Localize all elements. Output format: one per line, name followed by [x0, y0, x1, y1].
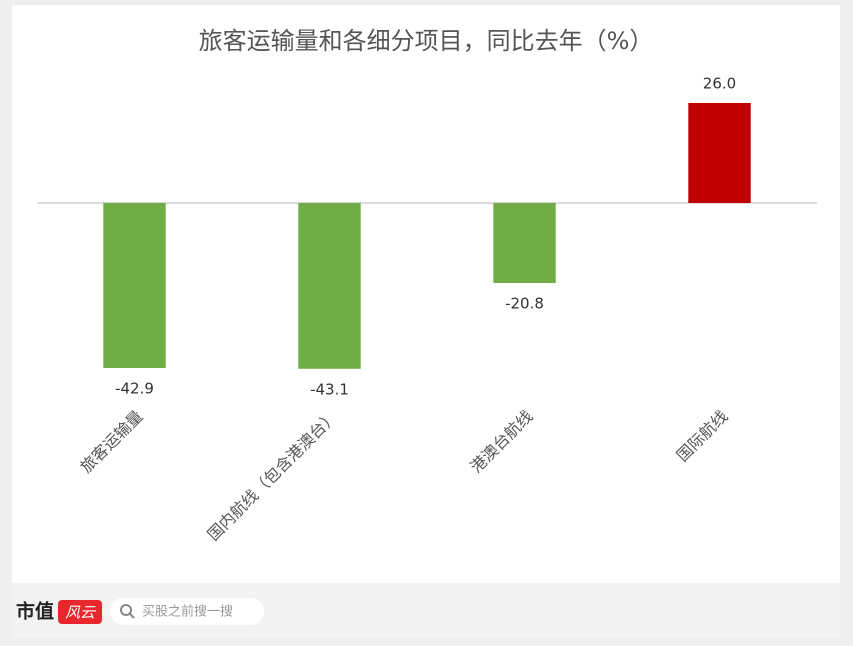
search-box[interactable]: [110, 598, 264, 625]
data-label: -20.8: [505, 294, 544, 312]
data-label: 26.0: [703, 74, 736, 92]
bar: [688, 102, 751, 203]
chart-title: 旅客运输量和各细分项目，同比去年（%）: [199, 27, 654, 55]
bar: [493, 202, 556, 283]
bar: [298, 202, 361, 369]
brand-mark: 风云: [65, 604, 96, 622]
data-label: -42.9: [115, 379, 154, 397]
search-placeholder[interactable]: 买股之前搜一搜: [142, 604, 233, 620]
brand-mark-box: [58, 600, 102, 624]
bar: [103, 202, 166, 368]
search-icon: [120, 604, 132, 616]
data-label: -43.1: [310, 380, 349, 398]
search-icon-handle: [129, 613, 135, 619]
brand: 市值: [16, 600, 54, 623]
